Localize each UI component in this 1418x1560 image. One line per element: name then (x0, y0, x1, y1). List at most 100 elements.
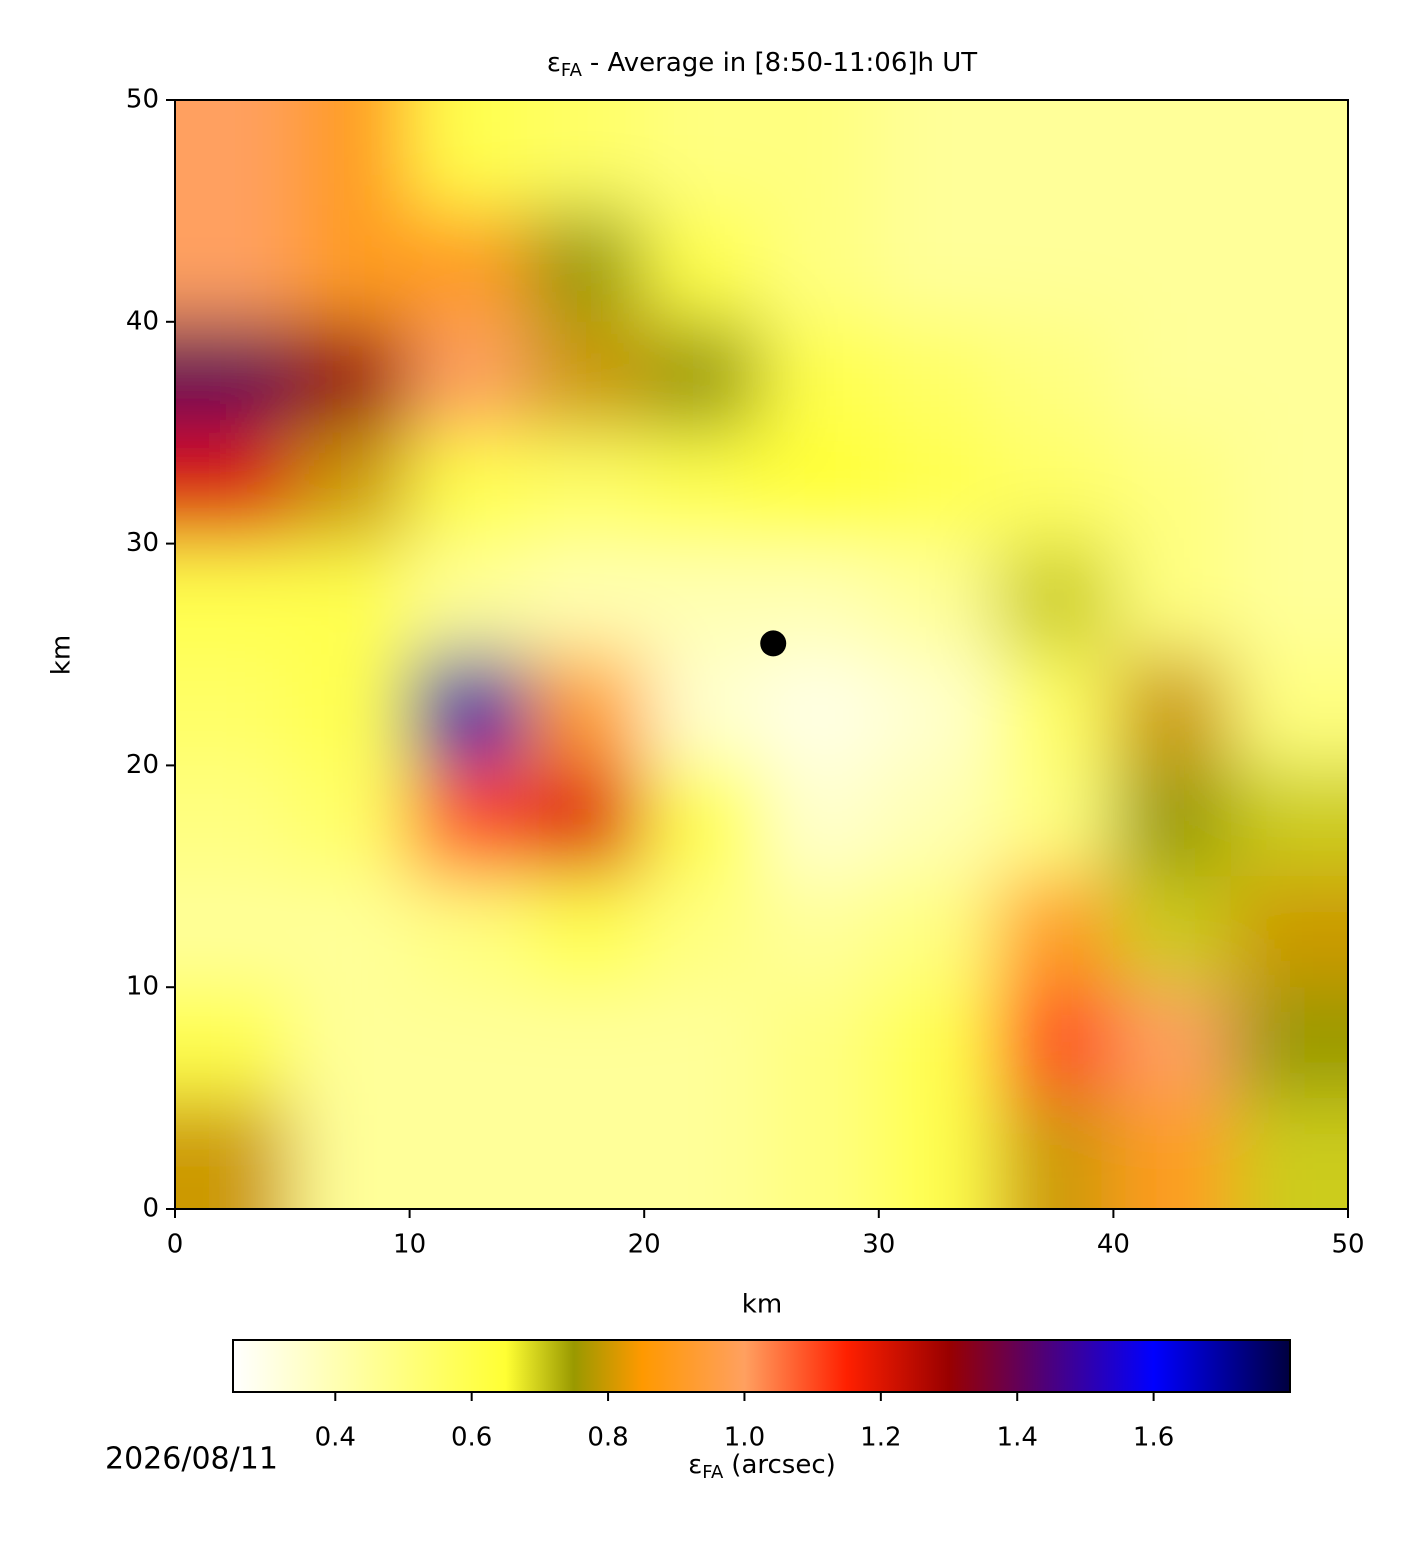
heat-cell (526, 543, 645, 655)
heat-cell (761, 100, 879, 211)
y-tick-label: 10 (126, 972, 159, 1002)
y-tick-label: 50 (126, 85, 159, 115)
heat-cell (1113, 432, 1231, 544)
heat-cell (526, 876, 645, 988)
heat-cell (526, 432, 645, 544)
heat-cell (644, 321, 762, 433)
heat-cell (526, 210, 645, 322)
colorbar-tick-label: 1.6 (1133, 1423, 1174, 1453)
colorbar-tick-label: 0.4 (315, 1423, 356, 1453)
heat-cell (292, 432, 410, 544)
heat-cell (1113, 1098, 1231, 1209)
heat-cell (409, 987, 527, 1099)
title-symbol: ε (547, 48, 561, 78)
colorbar-tick-label: 0.6 (451, 1423, 492, 1453)
heat-cell (996, 765, 1114, 877)
heat-cell (175, 210, 293, 322)
heat-cell (996, 321, 1114, 433)
heat-cell (1113, 210, 1231, 322)
heat-cell (1113, 654, 1231, 766)
heat-cell (644, 1098, 762, 1209)
y-tick-label: 40 (126, 306, 159, 336)
y-tick-label: 30 (126, 528, 159, 558)
heat-cell (292, 100, 410, 211)
heat-cell (292, 321, 410, 433)
heat-cell (644, 765, 762, 877)
heat-cell (878, 210, 997, 322)
heat-cell (878, 1098, 997, 1209)
heat-cell (878, 321, 997, 433)
heat-cell (644, 543, 762, 655)
heatmap-cells (175, 100, 1348, 1209)
heat-cell (1113, 321, 1231, 433)
x-tick-label: 50 (1331, 1230, 1364, 1260)
heat-cell (1230, 321, 1348, 433)
heat-cell (878, 543, 997, 655)
heat-cell (644, 432, 762, 544)
heat-cell (292, 765, 410, 877)
heat-cell (292, 876, 410, 988)
title-text: - Average in [8:50-11:06]h UT (590, 48, 977, 78)
y-tick-label: 20 (126, 750, 159, 780)
x-tick-label: 40 (1097, 1230, 1130, 1260)
heat-cell (175, 876, 293, 988)
heat-cell (292, 987, 410, 1099)
heat-cell (175, 100, 293, 211)
heat-cell (409, 210, 527, 322)
x-tick-label: 10 (393, 1230, 426, 1260)
heat-cell (175, 765, 293, 877)
site-marker (760, 630, 787, 657)
colorbar-tick-label: 1.4 (997, 1423, 1038, 1453)
heat-cell (878, 654, 997, 766)
heat-cell (175, 543, 293, 655)
colorbar-text: (arcsec) (731, 1450, 835, 1480)
heat-cell (1230, 876, 1348, 988)
heat-cell (761, 432, 879, 544)
heat-cell (996, 987, 1114, 1099)
x-axis-label: km (742, 1290, 782, 1320)
y-axis-label: km (47, 635, 77, 675)
heat-cell (409, 1098, 527, 1209)
heat-cell (292, 1098, 410, 1209)
heat-cell (996, 210, 1114, 322)
title-subscript: FA (561, 60, 583, 81)
x-tick-label: 20 (628, 1230, 661, 1260)
heat-cell (409, 100, 527, 211)
date: 2026/08/11 (105, 1442, 278, 1477)
heat-cell (996, 543, 1114, 655)
plot-frame (174, 99, 1349, 1210)
heat-cell (175, 432, 293, 544)
heat-cell (644, 876, 762, 988)
heat-cell (526, 321, 645, 433)
heat-cell (1230, 432, 1348, 544)
heat-cell (644, 210, 762, 322)
heat-cell (996, 1098, 1114, 1209)
heat-cell (878, 876, 997, 988)
heat-cell (878, 765, 997, 877)
heat-cell (1113, 876, 1231, 988)
heat-cell (1113, 100, 1231, 211)
heat-cell (996, 432, 1114, 544)
colorbar (232, 1339, 1291, 1393)
heat-cell (526, 1098, 645, 1209)
heat-cell (409, 543, 527, 655)
heat-cell (1230, 654, 1348, 766)
heat-cell (1230, 987, 1348, 1099)
heat-cell (761, 765, 879, 877)
heat-cell (409, 321, 527, 433)
heat-cell (526, 654, 645, 766)
heat-cell (644, 654, 762, 766)
heat-cell (761, 987, 879, 1099)
colorbar-label: εFA (arcsec) (688, 1450, 836, 1484)
heat-cell (761, 210, 879, 322)
heat-cell (175, 1098, 293, 1209)
heat-cell (292, 210, 410, 322)
heat-cell (644, 100, 762, 211)
heat-cell (996, 100, 1114, 211)
colorbar-subscript: FA (702, 1462, 724, 1483)
heat-cell (761, 321, 879, 433)
y-tick-label: 0 (142, 1194, 159, 1224)
heat-cell (175, 654, 293, 766)
heat-cell (292, 543, 410, 655)
